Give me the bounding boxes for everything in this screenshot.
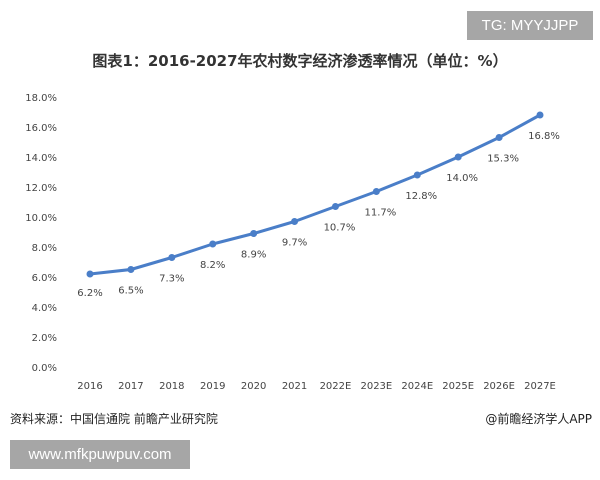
- data-label: 7.3%: [159, 274, 184, 285]
- x-tick-label: 2016: [77, 381, 102, 392]
- brand-credit: @前瞻经济学人APP: [485, 412, 592, 426]
- y-tick-label: 10.0%: [25, 213, 57, 224]
- data-point: [372, 188, 380, 195]
- chart-title: 图表1：2016-2027年农村数字经济渗透率情况（单位：%）: [92, 52, 508, 70]
- data-point: [168, 254, 176, 261]
- data-point: [454, 153, 462, 161]
- data-label: 8.2%: [200, 260, 225, 271]
- data-label: 16.8%: [528, 131, 560, 142]
- data-point: [86, 270, 94, 278]
- series-line: [89, 113, 541, 276]
- x-tick-label: 2019: [200, 381, 225, 392]
- data-label: 9.7%: [282, 238, 307, 249]
- source-note: 资料来源：中国信通院 前瞻产业研究院: [10, 412, 218, 426]
- data-point: [209, 240, 217, 248]
- x-tick-label: 2026E: [483, 381, 515, 392]
- x-tick-label: 2020: [241, 381, 266, 392]
- data-label: 14.0%: [446, 173, 478, 184]
- x-tick-label: 2027E: [524, 381, 556, 392]
- data-point: [495, 134, 503, 141]
- x-tick-label: 2022E: [320, 381, 352, 392]
- data-label: 12.8%: [405, 191, 437, 202]
- y-tick-label: 8.0%: [32, 243, 57, 254]
- data-label: 11.7%: [364, 208, 396, 219]
- data-label: 15.3%: [487, 154, 519, 165]
- data-point: [250, 230, 258, 237]
- data-point: [536, 111, 544, 119]
- data-label: 8.9%: [241, 250, 266, 261]
- y-tick-label: 14.0%: [25, 153, 57, 164]
- watermark-bottom: www.mfkpuwpuv.com: [10, 440, 190, 469]
- data-point: [127, 266, 135, 273]
- x-tick-label: 2018: [159, 381, 184, 392]
- x-tick-label: 2024E: [401, 381, 433, 392]
- x-tick-label: 2017: [118, 381, 143, 392]
- data-point: [413, 171, 421, 179]
- data-point: [331, 203, 339, 210]
- data-label: 10.7%: [324, 223, 356, 234]
- y-tick-label: 16.0%: [25, 123, 57, 134]
- data-label: 6.2%: [77, 288, 102, 299]
- y-tick-label: 12.0%: [25, 183, 57, 194]
- data-label: 6.5%: [118, 286, 143, 297]
- data-point: [291, 218, 299, 225]
- x-tick-label: 2021: [282, 381, 307, 392]
- x-tick-label: 2025E: [442, 381, 474, 392]
- y-tick-label: 18.0%: [25, 93, 57, 104]
- watermark-top: TG: MYYJJPP: [467, 11, 593, 40]
- y-tick-label: 4.0%: [32, 303, 57, 314]
- y-tick-label: 6.0%: [32, 273, 57, 284]
- y-tick-label: 0.0%: [32, 363, 57, 374]
- x-tick-label: 2023E: [360, 381, 392, 392]
- y-tick-label: 2.0%: [32, 333, 57, 344]
